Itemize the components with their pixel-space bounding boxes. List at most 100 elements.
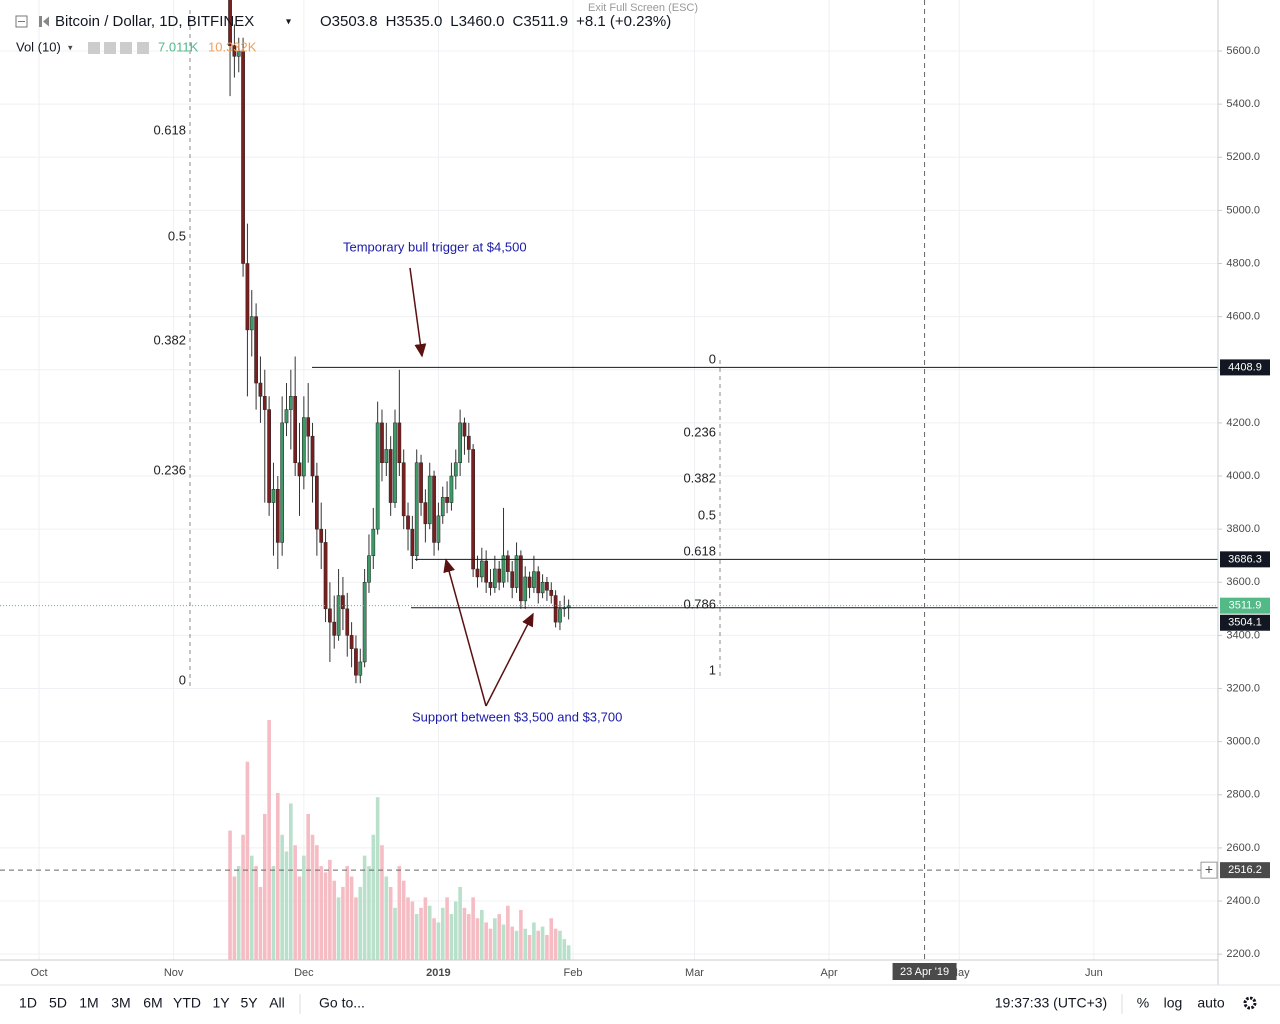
volume-bar xyxy=(497,914,501,960)
candle-body xyxy=(262,396,267,410)
volume-bar xyxy=(267,720,271,960)
range-button[interactable]: 3M xyxy=(111,995,130,1011)
collapse-icon[interactable] xyxy=(15,15,28,28)
crosshair-plus[interactable] xyxy=(1200,861,1218,879)
candle-body xyxy=(458,422,462,463)
annotation: Support between $3,500 and $3,700 xyxy=(412,709,622,724)
candle-body xyxy=(349,635,354,649)
volume-bar xyxy=(484,922,488,960)
volume-bar xyxy=(336,897,341,960)
range-button[interactable]: 5D xyxy=(49,995,67,1011)
range-button[interactable]: 1Y xyxy=(212,995,230,1011)
range-button[interactable]: All xyxy=(269,995,285,1011)
x-tick-label: 2019 xyxy=(426,967,450,979)
candle-body xyxy=(297,462,302,477)
candle-body xyxy=(492,568,497,588)
volume-bar xyxy=(276,793,280,960)
candle-body xyxy=(254,316,258,384)
auto-button[interactable]: auto xyxy=(1197,995,1224,1011)
candle-body xyxy=(393,422,397,503)
y-tick-label: 3000.0 xyxy=(1226,736,1260,748)
candle-body xyxy=(267,409,271,503)
volume-bar xyxy=(410,901,415,960)
candle-body xyxy=(332,621,337,636)
volume-bar xyxy=(506,905,510,960)
candle-body xyxy=(306,417,311,437)
volume-bar xyxy=(319,866,324,960)
candle-body xyxy=(466,435,471,450)
candle-body xyxy=(479,560,484,578)
candle-body xyxy=(367,555,371,583)
volume-bar xyxy=(536,930,541,960)
log-button[interactable]: log xyxy=(1164,995,1183,1011)
volume-bar xyxy=(384,876,389,960)
goto-button[interactable]: Go to... xyxy=(319,995,365,1011)
range-button[interactable]: 1M xyxy=(79,995,98,1011)
candle-body xyxy=(406,515,410,530)
volume-ma-value: 10.332K xyxy=(208,39,257,54)
candle-body xyxy=(401,462,406,517)
clock: 19:37:33 (UTC+3) xyxy=(995,995,1107,1011)
percent-button[interactable]: % xyxy=(1137,995,1149,1011)
ohlc-key: C xyxy=(513,13,524,30)
price-tag-label: 3504.1 xyxy=(1228,617,1262,629)
y-tick-label: 4000.0 xyxy=(1226,470,1260,482)
candle-body xyxy=(310,435,315,477)
settings-button[interactable] xyxy=(1243,996,1257,1010)
exit-fullscreen[interactable] xyxy=(585,0,701,15)
volume-bar xyxy=(332,880,337,960)
price-tag-label: 3511.9 xyxy=(1229,600,1262,612)
range-button[interactable]: 6M xyxy=(143,995,162,1011)
candle-body xyxy=(301,417,306,477)
range-button[interactable]: 1D xyxy=(19,995,37,1011)
candle-body xyxy=(388,449,393,503)
volume-bar xyxy=(440,907,445,960)
range-button[interactable]: YTD xyxy=(173,995,201,1011)
ohlc-legend: O3503.8 H3535.0 L3460.0 C3511.9 +8.1 (+0.23%… xyxy=(320,13,671,30)
fib-label: 0.5 xyxy=(168,228,186,243)
volume-bar xyxy=(562,939,567,960)
candle-body xyxy=(427,475,432,525)
volume-bar xyxy=(232,876,237,960)
candle-body xyxy=(549,589,554,596)
volume-bar xyxy=(527,934,532,960)
candle-body xyxy=(506,555,510,572)
candle-body xyxy=(540,582,545,594)
candle-body xyxy=(232,45,237,57)
fib-label: 0.5 xyxy=(698,507,716,522)
range-button[interactable]: 5Y xyxy=(240,995,258,1011)
candle-body xyxy=(280,422,284,543)
y-tick-label: 2800.0 xyxy=(1226,789,1260,801)
volume-bar xyxy=(284,851,289,960)
volume-bar xyxy=(510,926,515,960)
candle-body xyxy=(484,560,489,583)
candle-body xyxy=(514,555,519,588)
candle-body xyxy=(271,489,276,503)
volume-bar xyxy=(401,880,406,960)
volume-bar xyxy=(540,926,545,960)
dropdown-caret[interactable]: ▾ xyxy=(68,42,73,52)
volume-bar xyxy=(262,813,267,960)
volume-bar xyxy=(236,866,241,960)
volume-bar xyxy=(501,924,506,960)
candles xyxy=(228,0,571,684)
y-tick-label: 4800.0 xyxy=(1226,257,1260,269)
candle-body xyxy=(288,396,293,410)
crosshair-date-label: 23 Apr '19 xyxy=(900,966,949,978)
volume-bar xyxy=(436,922,441,960)
dropdown-caret[interactable]: ▾ xyxy=(286,17,291,28)
volume-value: 7.011K xyxy=(158,39,199,54)
y-tick-label: 2200.0 xyxy=(1226,948,1260,960)
candle-body xyxy=(380,422,384,463)
volume-bar xyxy=(553,928,558,960)
legend-icons[interactable] xyxy=(88,42,149,54)
y-tick-label: 2600.0 xyxy=(1226,842,1260,854)
volume-bar xyxy=(432,918,436,960)
candle-body xyxy=(471,449,475,570)
price-tag-label: 4408.9 xyxy=(1228,361,1262,373)
price-tag xyxy=(1220,551,1270,568)
volume-bar xyxy=(297,876,302,960)
exit-fullscreen-label[interactable]: Exit Full Screen (ESC) xyxy=(588,2,698,14)
symbol-title[interactable]: Bitcoin / Dollar, 1D, BITFINEX xyxy=(55,13,254,30)
ohlc-key: L xyxy=(450,13,458,30)
